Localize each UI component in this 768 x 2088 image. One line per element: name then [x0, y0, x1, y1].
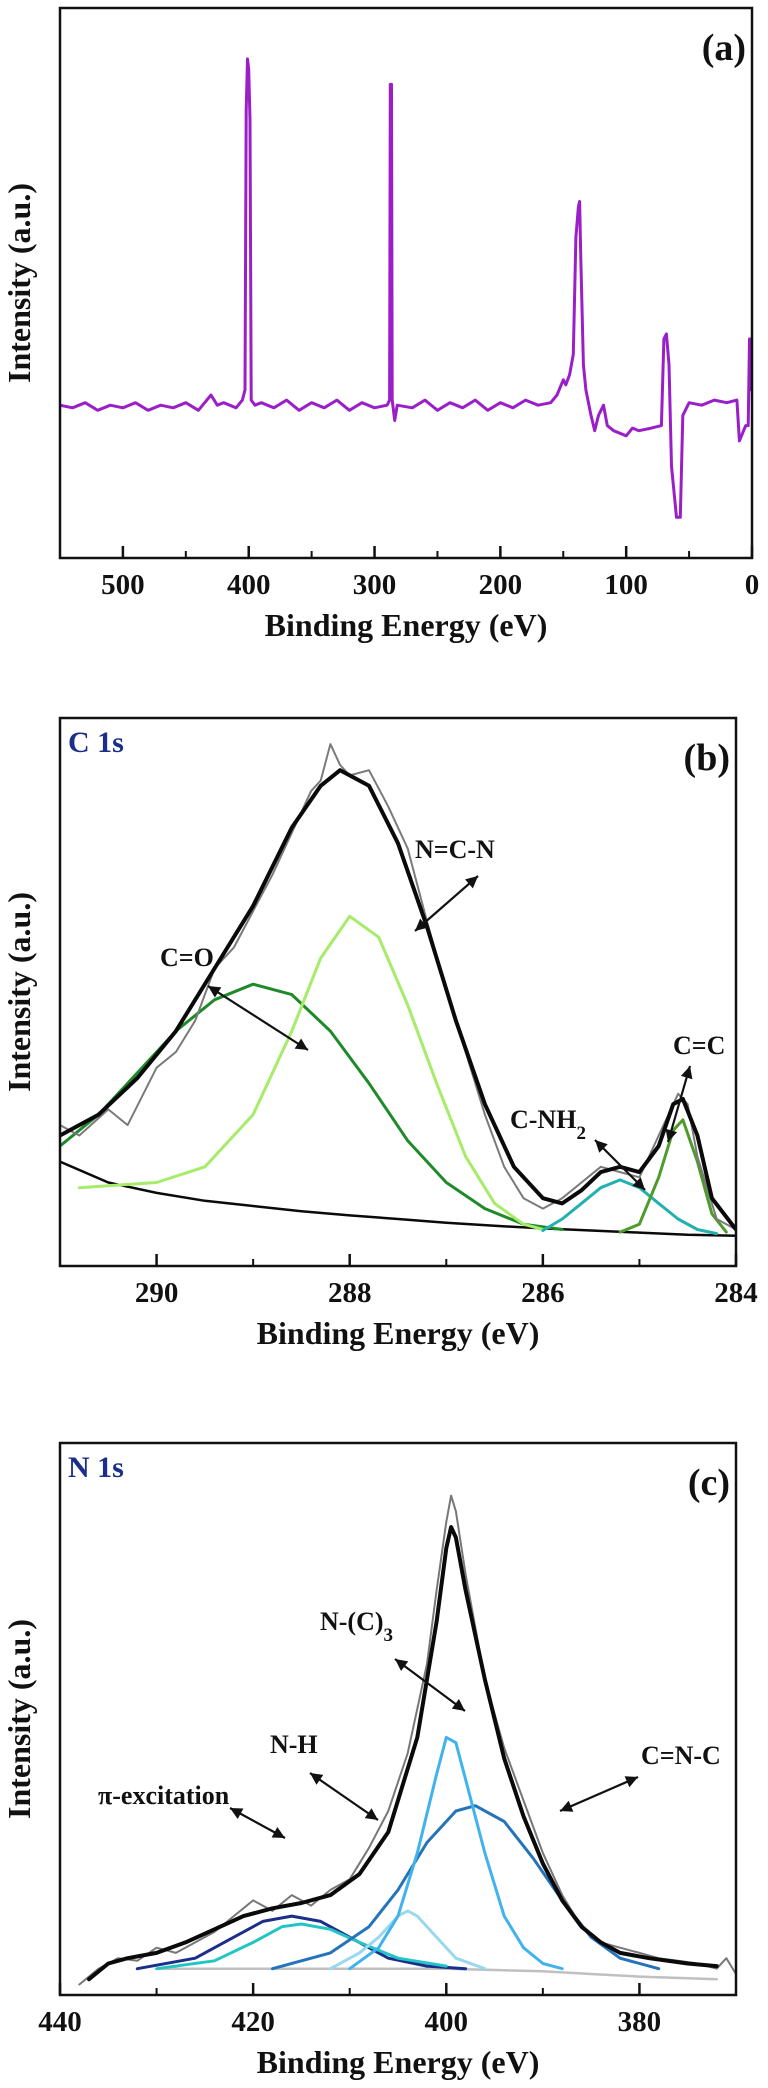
arrow-head: [632, 1177, 645, 1190]
panel-label: (b): [684, 737, 730, 779]
arrow-head: [415, 918, 428, 931]
x-tick-label: 286: [521, 1277, 565, 1309]
series-line-0: [60, 57, 752, 519]
plot-frame: [58, 6, 754, 560]
arrow-head: [364, 1808, 378, 1820]
annotation-arrow-line: [666, 1065, 692, 1143]
series-line-4: [271, 1804, 661, 1971]
arrow-head: [680, 1066, 693, 1080]
arrow-head: [230, 1808, 244, 1820]
x-tick-label: 400: [227, 569, 271, 601]
peak-annotation: C=O: [160, 943, 214, 972]
series-line-2: [155, 1922, 448, 1971]
annotation-arrow-line: [207, 985, 309, 1051]
x-tick-label: 288: [328, 1277, 372, 1309]
annotation-arrow-line: [309, 1772, 379, 1821]
series-line-0: [155, 1967, 718, 1981]
series-line-7: [87, 1525, 719, 1982]
chart-panel-a: 500 400 300 200 100 0 Binding Energy (eV) Inten…: [1, 6, 760, 643]
arrow-head: [595, 1140, 608, 1153]
series-group: [60, 743, 736, 1237]
x-tick-label: 100: [604, 569, 648, 601]
arrow-head: [395, 1659, 409, 1671]
peak-annotation: C=C: [673, 1031, 725, 1060]
peak-annotation: C-NH2: [510, 1105, 586, 1144]
x-axis-title: Binding Energy (eV): [257, 2044, 540, 2080]
series-line-4: [618, 1118, 728, 1234]
peak-annotation: C=N-C: [641, 1741, 721, 1770]
plot-frame: [58, 1441, 738, 1997]
chart-panel-c: 440 420 400 380 Binding Energy (eV) Intensity…: [1, 1441, 738, 2080]
series-line-6: [78, 1494, 736, 1986]
x-tick-label: 0: [745, 569, 760, 601]
panel-label: (a): [702, 27, 746, 69]
x-tick-label: 420: [231, 2006, 275, 2038]
x-tick-label: 400: [425, 2006, 469, 2038]
x-tick-label: 290: [135, 1277, 179, 1309]
series-line-1: [60, 982, 564, 1231]
annotation-arrow-line: [394, 1658, 466, 1712]
x-tick-label: 284: [714, 1277, 758, 1309]
x-axis-title: Binding Energy (eV): [257, 1315, 540, 1351]
arrow-head: [208, 986, 222, 998]
annotation-arrow-line: [414, 875, 479, 932]
series-line-3: [541, 1178, 719, 1236]
y-axis-title: Intensity (a.u.): [1, 892, 37, 1092]
y-axis-title: Intensity (a.u.): [1, 183, 37, 383]
peak-annotation: π-excitation: [98, 1781, 230, 1810]
series-line-5: [60, 743, 736, 1231]
annotation-arrow-line: [559, 1775, 639, 1813]
arrow-head: [271, 1826, 285, 1838]
series-line-2: [77, 914, 545, 1231]
peak-annotation: N-H: [270, 1730, 318, 1759]
peak-annotation: N-(C)3: [320, 1607, 393, 1646]
arrow-head: [665, 1128, 678, 1142]
plot-frame: [58, 716, 738, 1268]
x-tick-label: 380: [618, 2006, 662, 2038]
arrow-head: [294, 1038, 308, 1050]
x-tick-label: 500: [101, 569, 145, 601]
arrow-head: [560, 1800, 574, 1812]
arrow-head: [451, 1699, 465, 1711]
series-line-3: [328, 1909, 487, 1971]
element-label: N 1s: [68, 1451, 124, 1484]
series-line-1: [135, 1914, 468, 1971]
series-line-5: [348, 1735, 564, 1971]
peak-annotation: N=C-N: [415, 835, 495, 864]
panel-label: (c): [688, 1462, 730, 1504]
x-tick-label: 200: [479, 569, 523, 601]
x-axis-title: Binding Energy (eV): [265, 607, 548, 643]
y-axis-title: Intensity (a.u.): [1, 1619, 37, 1819]
arrow-head: [310, 1773, 324, 1785]
series-group: [78, 1494, 736, 1986]
series-group: [60, 57, 752, 519]
chart-panel-b: 290 288 286 284 Binding Energy (eV) Intensity…: [1, 716, 758, 1351]
x-tick-label: 300: [353, 569, 397, 601]
arrow-head: [465, 876, 478, 889]
arrow-head: [624, 1776, 638, 1788]
series-line-6: [60, 768, 736, 1232]
element-label: C 1s: [68, 726, 124, 759]
x-tick-label: 440: [38, 2006, 82, 2038]
